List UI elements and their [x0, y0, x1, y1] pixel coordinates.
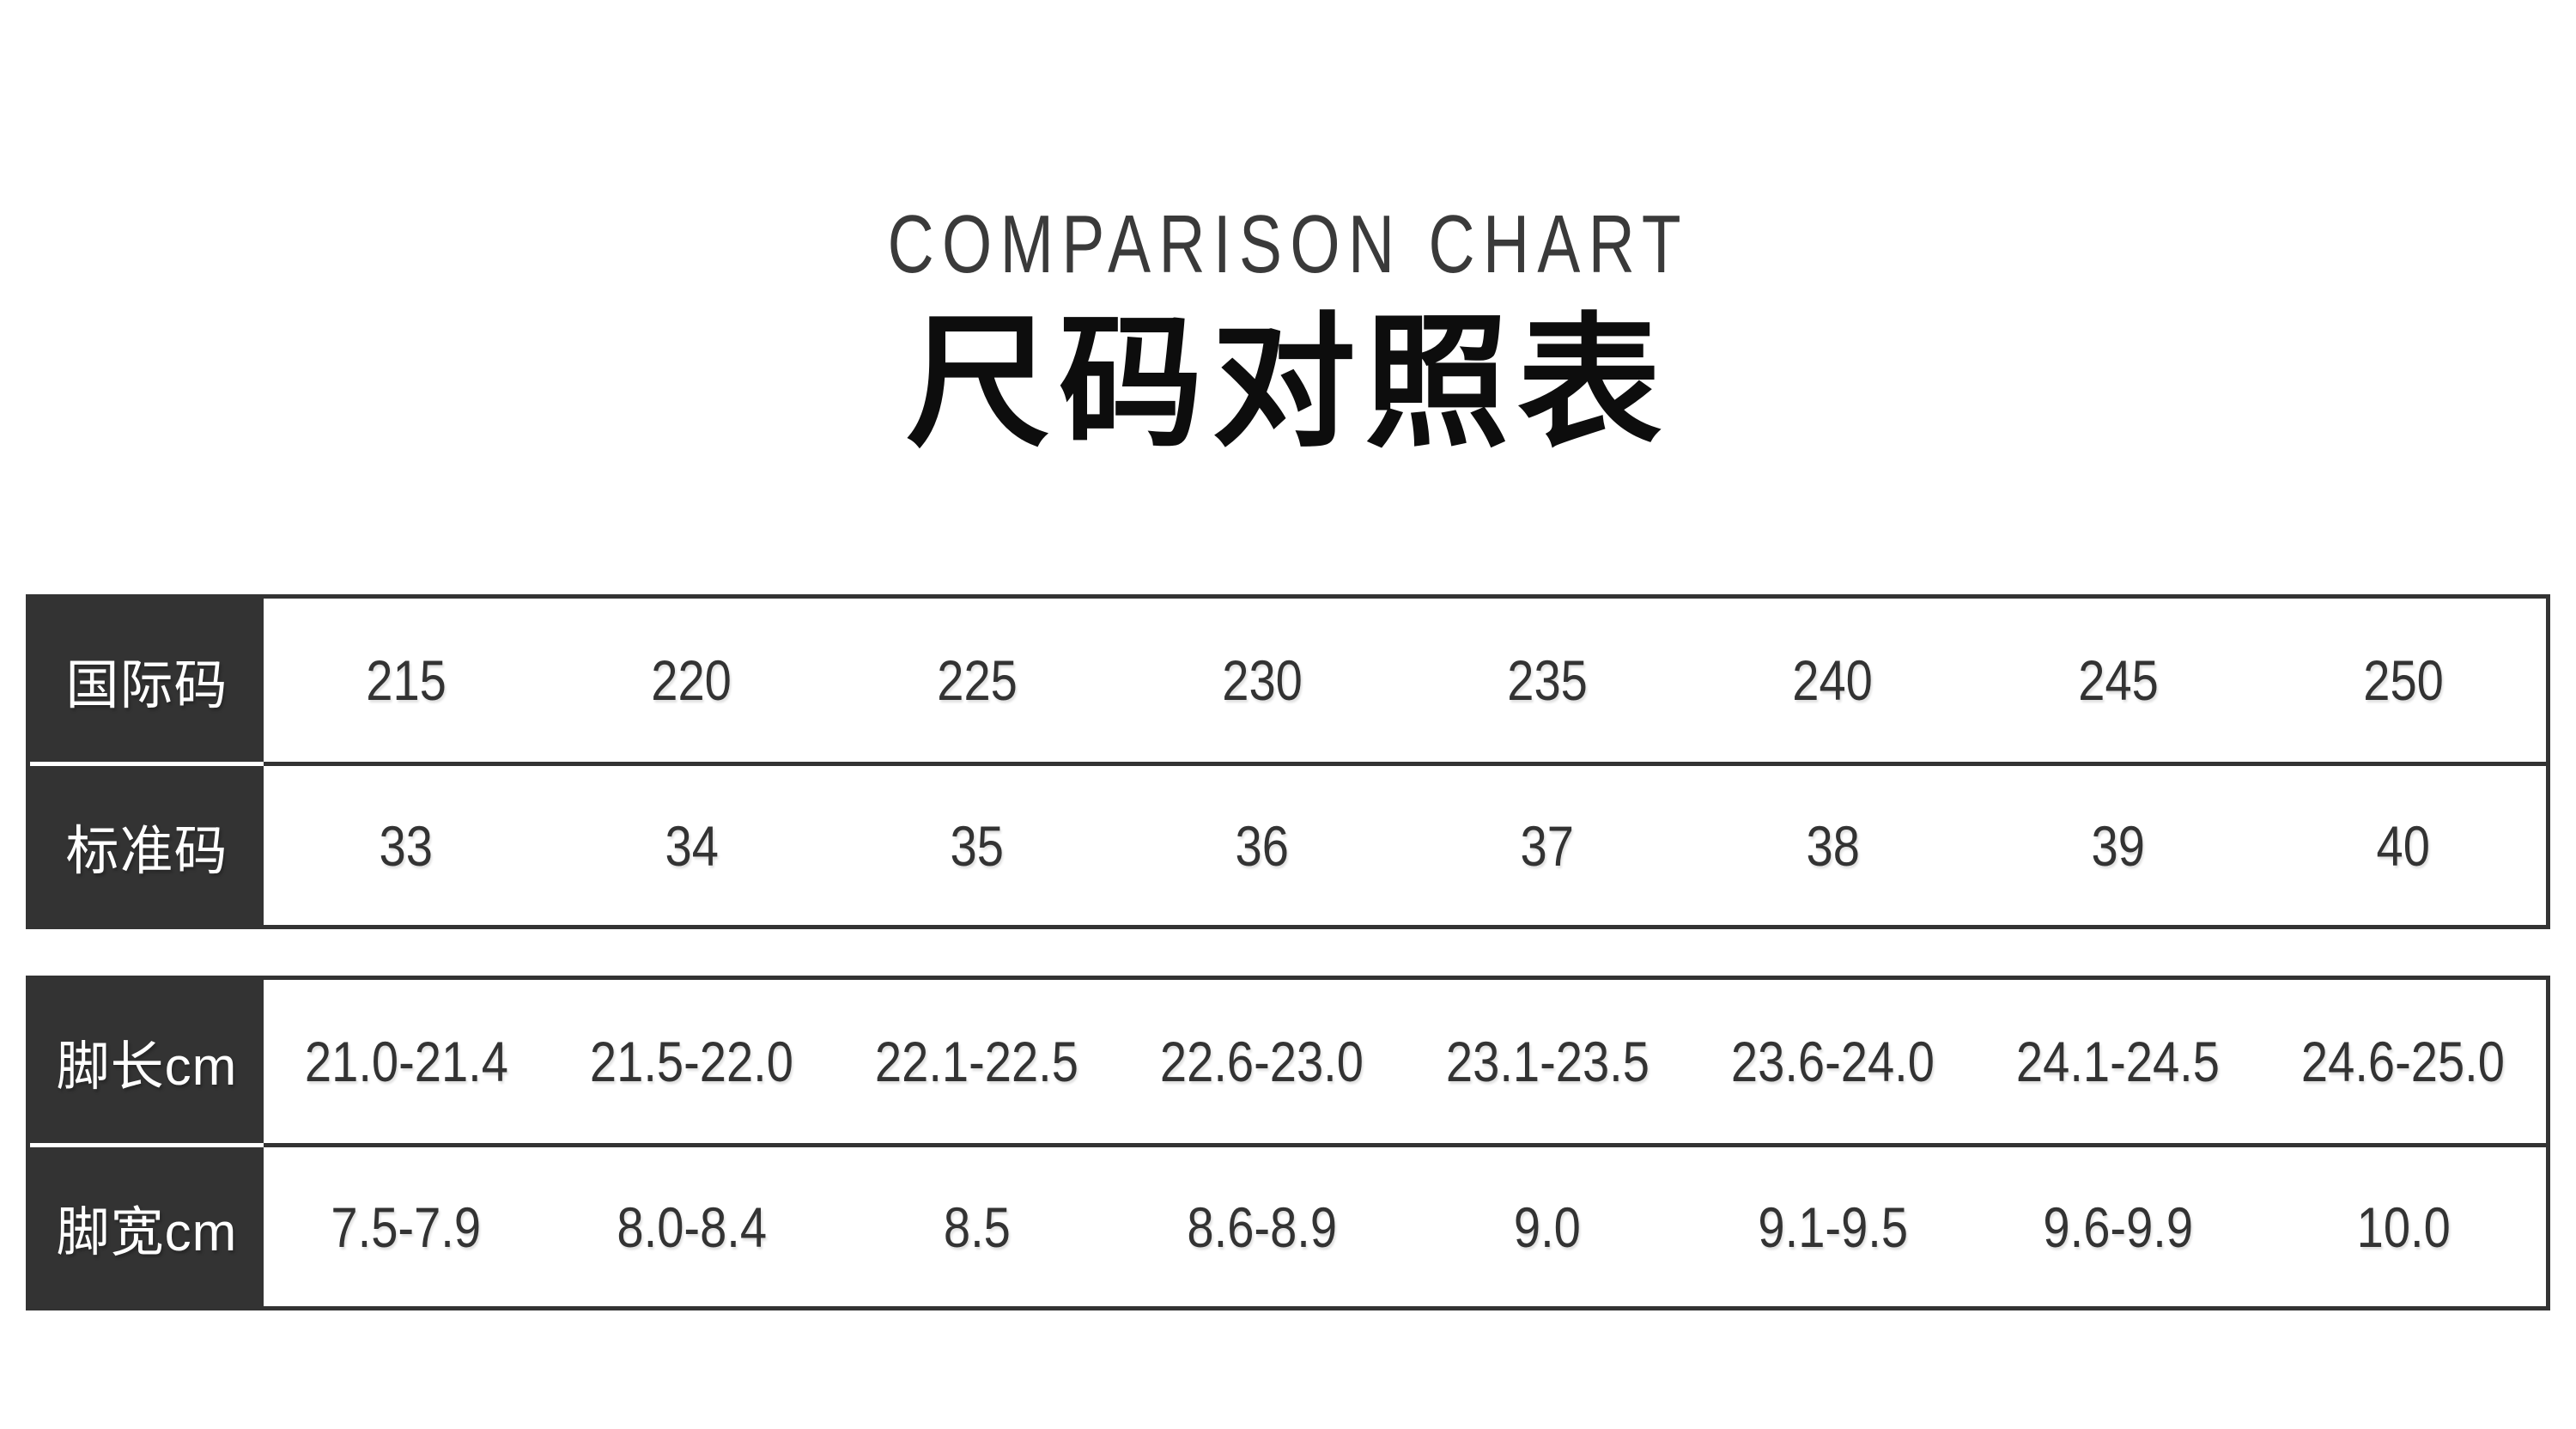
table-cell: 23.6-24.0: [1690, 980, 1975, 1143]
table-cell: 34: [549, 762, 835, 925]
table-cell: 8.6-8.9: [1119, 1143, 1405, 1306]
table-cell: 22.1-22.5: [835, 980, 1120, 1143]
table-cell: 250: [2261, 599, 2546, 762]
row-header-cell: 脚宽cm: [30, 1143, 264, 1306]
cell-value: 215: [366, 648, 447, 712]
cell-value: 8.6-8.9: [1187, 1195, 1338, 1259]
table-cell: 24.6-25.0: [2261, 980, 2546, 1143]
cell-value: 35: [950, 813, 1004, 878]
page-title: 尺码对照表: [0, 311, 2576, 455]
table-cell: 38: [1690, 762, 1976, 925]
cell-value: 8.5: [943, 1195, 1011, 1259]
subtitle-english: COMPARISON CHART: [0, 204, 2576, 286]
cell-value: 33: [379, 813, 434, 878]
cell-value: 22.6-23.0: [1160, 1030, 1364, 1093]
table-row-international-code: 国际码 215 220 225 230 235 240 245 250: [30, 599, 2546, 762]
row-header-cell: 脚长cm: [30, 980, 264, 1143]
table-cell: 23.1-23.5: [1405, 980, 1690, 1143]
table-cell: 37: [1405, 762, 1691, 925]
cell-value: 21.5-22.0: [589, 1030, 793, 1093]
cell-value: 24.1-24.5: [2016, 1030, 2221, 1093]
page-title-text: 尺码对照表: [906, 302, 1670, 464]
table-cell: 225: [835, 599, 1120, 762]
table-cell: 220: [549, 599, 834, 762]
table-cell: 33: [264, 762, 550, 925]
cell-value: 24.6-25.0: [2301, 1030, 2506, 1093]
table-international-sizes: 国际码 215 220 225 230 235 240 245 250 标准码 …: [26, 594, 2550, 929]
table-row-foot-length: 脚长cm 21.0-21.4 21.5-22.0 22.1-22.5 22.6-…: [30, 980, 2546, 1143]
table-row-standard-code: 标准码 33 34 35 36 37 38 39 40: [30, 762, 2546, 925]
table-cell: 8.0-8.4: [549, 1143, 835, 1306]
cell-value: 40: [2376, 813, 2431, 878]
cell-value: 7.5-7.9: [331, 1195, 482, 1259]
table-cell: 7.5-7.9: [264, 1143, 550, 1306]
table-cell: 230: [1120, 599, 1405, 762]
table-cell: 9.0: [1405, 1143, 1691, 1306]
table-cell: 35: [834, 762, 1120, 925]
table-cell: 240: [1690, 599, 1975, 762]
table-cell: 9.6-9.9: [1975, 1143, 2261, 1306]
cell-value: 38: [1806, 813, 1860, 878]
table-row-foot-width: 脚宽cm 7.5-7.9 8.0-8.4 8.5 8.6-8.9 9.0 9.1…: [30, 1143, 2546, 1306]
cell-value: 9.0: [1514, 1195, 1582, 1259]
cell-value: 34: [665, 813, 719, 878]
table-cell: 235: [1405, 599, 1690, 762]
table-cell: 21.0-21.4: [264, 980, 549, 1143]
cell-value: 240: [1792, 648, 1874, 712]
row-header-cell: 标准码: [30, 762, 264, 925]
cell-value: 37: [1520, 813, 1575, 878]
cell-value: 8.0-8.4: [617, 1195, 767, 1259]
cell-value: 10.0: [2356, 1195, 2451, 1259]
cell-value: 39: [2091, 813, 2145, 878]
cell-value: 9.6-9.9: [2043, 1195, 2193, 1259]
table-cell: 40: [2260, 762, 2546, 925]
cell-value: 21.0-21.4: [304, 1030, 508, 1093]
cell-value: 36: [1235, 813, 1290, 878]
subtitle-text: COMPARISON CHART: [887, 198, 1689, 290]
table-cell: 10.0: [2260, 1143, 2546, 1306]
cell-value: 9.1-9.5: [1758, 1195, 1908, 1259]
cell-value: 23.6-24.0: [1730, 1030, 1935, 1093]
table-cell: 21.5-22.0: [549, 980, 834, 1143]
cell-value: 250: [2363, 648, 2444, 712]
table-cell: 39: [1975, 762, 2261, 925]
table-cell: 215: [264, 599, 549, 762]
table-cell: 8.5: [834, 1143, 1120, 1306]
table-cell: 36: [1119, 762, 1405, 925]
table-foot-measurements: 脚长cm 21.0-21.4 21.5-22.0 22.1-22.5 22.6-…: [26, 976, 2550, 1310]
table-cell: 9.1-9.5: [1690, 1143, 1976, 1306]
table-cell: 22.6-23.0: [1120, 980, 1405, 1143]
table-cell: 24.1-24.5: [1976, 980, 2261, 1143]
table-cell: 245: [1976, 599, 2261, 762]
cell-value: 22.1-22.5: [875, 1030, 1079, 1093]
cell-value: 23.1-23.5: [1445, 1030, 1649, 1093]
cell-value: 230: [1222, 648, 1303, 712]
cell-value: 220: [651, 648, 732, 712]
row-header-cell: 国际码: [30, 599, 264, 762]
cell-value: 225: [936, 648, 1018, 712]
cell-value: 235: [1507, 648, 1588, 712]
cell-value: 245: [2077, 648, 2159, 712]
